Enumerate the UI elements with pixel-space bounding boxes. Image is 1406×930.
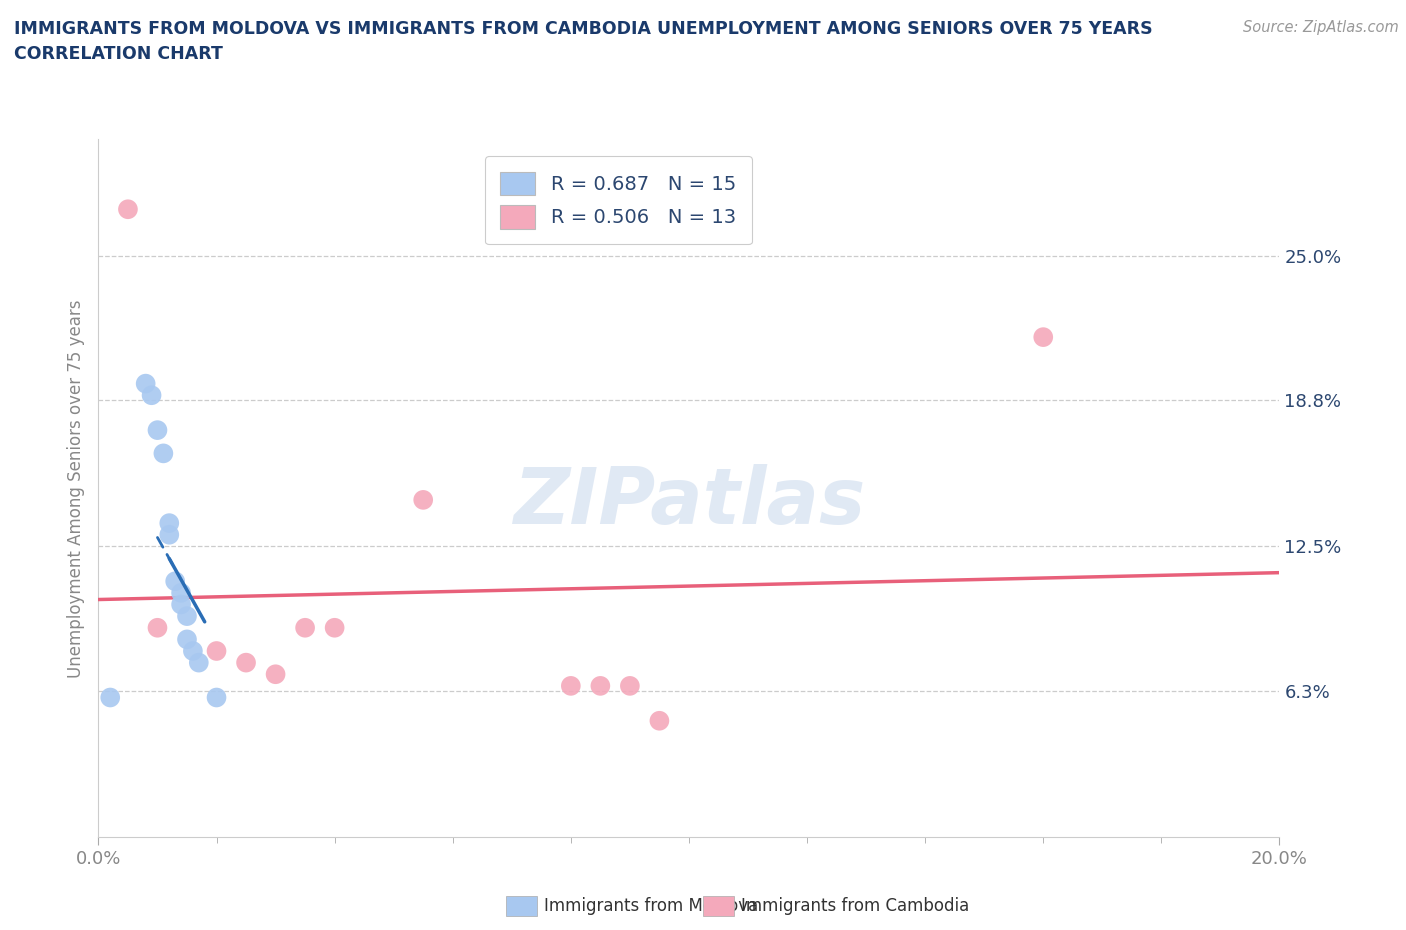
Point [560,679,582,694]
Point [1032,330,1054,345]
Point [157,515,180,530]
Point [157,527,180,542]
Point [294,620,316,635]
Point [205,690,228,705]
Point [412,493,434,508]
Point [264,667,287,682]
Text: Source: ZipAtlas.com: Source: ZipAtlas.com [1243,20,1399,35]
Point [235,655,257,670]
Point [146,422,169,438]
Point [135,376,157,391]
Point [165,574,187,589]
Point [152,445,174,460]
Text: Immigrants from Moldova: Immigrants from Moldova [544,897,758,915]
Point [187,655,209,670]
Point [146,620,169,635]
Point [176,632,198,647]
Legend: R = 0.687   N = 15, R = 0.506   N = 13: R = 0.687 N = 15, R = 0.506 N = 13 [485,156,752,245]
Y-axis label: Unemployment Among Seniors over 75 years: Unemployment Among Seniors over 75 years [66,299,84,677]
Point [323,620,346,635]
Point [176,609,198,624]
Point [181,644,204,658]
Point [648,713,671,728]
Point [98,690,121,705]
Point [141,388,163,403]
Point [619,679,641,694]
Text: CORRELATION CHART: CORRELATION CHART [14,45,224,62]
Text: ZIPatlas: ZIPatlas [513,464,865,540]
Point [170,597,193,612]
Text: Immigrants from Cambodia: Immigrants from Cambodia [741,897,969,915]
Point [205,644,228,658]
Text: IMMIGRANTS FROM MOLDOVA VS IMMIGRANTS FROM CAMBODIA UNEMPLOYMENT AMONG SENIORS O: IMMIGRANTS FROM MOLDOVA VS IMMIGRANTS FR… [14,20,1153,38]
Point [589,679,612,694]
Point [117,202,139,217]
Point [170,586,193,601]
